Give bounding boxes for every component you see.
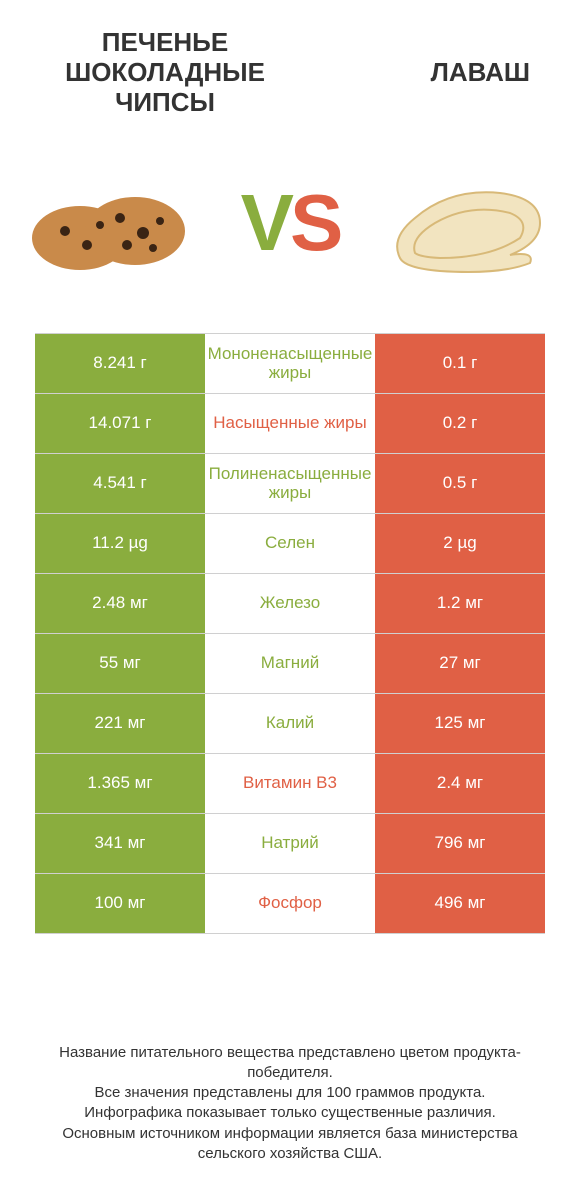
value-right: 1.2 мг (375, 574, 545, 633)
table-row: 11.2 µgСелен2 µg (35, 514, 545, 574)
nutrient-label: Фосфор (205, 874, 375, 933)
value-right: 2 µg (375, 514, 545, 573)
value-right: 0.5 г (375, 454, 545, 513)
value-left: 8.241 г (35, 334, 205, 393)
nutrient-label: Магний (205, 634, 375, 693)
nutrient-label: Витамин B3 (205, 754, 375, 813)
table-row: 14.071 гНасыщенные жиры0.2 г (35, 394, 545, 454)
lavash-icon (380, 155, 555, 290)
value-left: 11.2 µg (35, 514, 205, 573)
table-row: 8.241 гМононенасыщенные жиры0.1 г (35, 334, 545, 394)
value-left: 341 мг (35, 814, 205, 873)
nutrient-label: Насыщенные жиры (205, 394, 375, 453)
nutrient-label: Железо (205, 574, 375, 633)
value-right: 2.4 мг (375, 754, 545, 813)
value-left: 1.365 мг (35, 754, 205, 813)
footer-line: Все значения представлены для 100 граммо… (35, 1083, 545, 1103)
value-left: 4.541 г (35, 454, 205, 513)
header: ПЕЧЕНЬЕ ШОКОЛАДНЫЕ ЧИПСЫ ЛАВАШ (0, 0, 580, 123)
table-row: 100 мгФосфор496 мг (35, 874, 545, 934)
nutrition-table: 8.241 гМононенасыщенные жиры0.1 г14.071 … (35, 333, 545, 934)
footer-notes: Название питательного вещества представл… (0, 1043, 580, 1165)
images-row: VS (0, 123, 580, 333)
value-left: 55 мг (35, 634, 205, 693)
value-left: 100 мг (35, 874, 205, 933)
table-row: 221 мгКалий125 мг (35, 694, 545, 754)
nutrient-label: Полиненасыщенные жиры (205, 454, 375, 513)
nutrient-label: Селен (205, 514, 375, 573)
footer-line: Основным источником информации является … (35, 1124, 545, 1165)
value-right: 27 мг (375, 634, 545, 693)
value-right: 796 мг (375, 814, 545, 873)
table-row: 341 мгНатрий796 мг (35, 814, 545, 874)
footer-line: Название питательного вещества представл… (35, 1043, 545, 1084)
nutrient-label: Натрий (205, 814, 375, 873)
table-row: 1.365 мгВитамин B32.4 мг (35, 754, 545, 814)
value-right: 0.2 г (375, 394, 545, 453)
vs-v: V (241, 178, 290, 267)
table-row: 2.48 мгЖелезо1.2 мг (35, 574, 545, 634)
value-left: 2.48 мг (35, 574, 205, 633)
value-right: 125 мг (375, 694, 545, 753)
product-title-left: ПЕЧЕНЬЕ ШОКОЛАДНЫЕ ЧИПСЫ (40, 28, 290, 118)
value-left: 14.071 г (35, 394, 205, 453)
footer-line: Инфографика показывает только существенн… (35, 1103, 545, 1123)
table-row: 4.541 гПолиненасыщенные жиры0.5 г (35, 454, 545, 514)
table-row: 55 мгМагний27 мг (35, 634, 545, 694)
cookies-icon (25, 155, 200, 290)
nutrient-label: Калий (205, 694, 375, 753)
value-right: 0.1 г (375, 334, 545, 393)
product-title-right: ЛАВАШ (290, 58, 540, 88)
vs-s: S (290, 178, 339, 267)
value-right: 496 мг (375, 874, 545, 933)
vs-label: VS (241, 183, 340, 263)
nutrient-label: Мононенасыщенные жиры (205, 334, 375, 393)
value-left: 221 мг (35, 694, 205, 753)
